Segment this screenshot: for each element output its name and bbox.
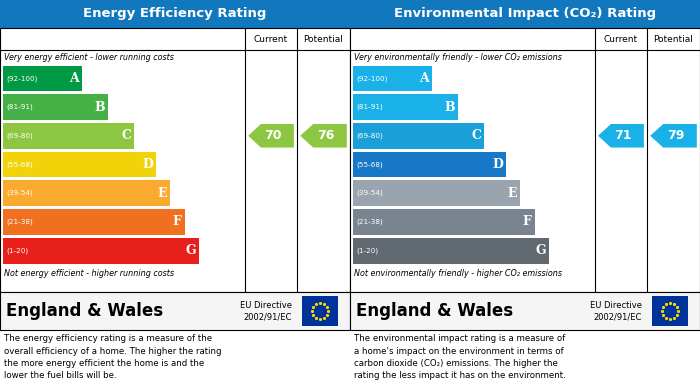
Bar (0, 0, 350, 28)
Polygon shape (248, 124, 294, 147)
Bar (3, 152, 156, 178)
Text: G: G (186, 244, 196, 257)
Text: EU Directive
2002/91/EC: EU Directive 2002/91/EC (240, 301, 292, 321)
Bar (353, 180, 520, 206)
Bar (350, 292, 700, 330)
Text: 71: 71 (615, 129, 632, 142)
Text: E: E (158, 187, 167, 200)
Text: (92-100): (92-100) (6, 75, 37, 82)
Bar (0, 28, 350, 292)
Bar (3, 94, 108, 120)
Text: The environmental impact rating is a measure of
a home's impact on the environme: The environmental impact rating is a mea… (354, 334, 566, 380)
Text: D: D (492, 158, 503, 171)
Text: (69-80): (69-80) (356, 133, 383, 139)
Bar (353, 123, 484, 149)
Text: B: B (94, 100, 105, 113)
Bar (3, 238, 199, 264)
Text: (69-80): (69-80) (6, 133, 33, 139)
Text: A: A (419, 72, 429, 85)
Text: (92-100): (92-100) (356, 75, 387, 82)
Text: England & Wales: England & Wales (6, 302, 163, 320)
Bar (3, 209, 185, 235)
Text: Not environmentally friendly - higher CO₂ emissions: Not environmentally friendly - higher CO… (354, 269, 562, 278)
Text: E: E (508, 187, 517, 200)
Bar (353, 152, 506, 178)
Polygon shape (650, 124, 696, 147)
Bar (3, 180, 170, 206)
Text: 76: 76 (317, 129, 335, 142)
Text: Current: Current (604, 34, 638, 43)
Text: Very energy efficient - lower running costs: Very energy efficient - lower running co… (4, 53, 174, 62)
Bar (353, 94, 458, 120)
Text: Environmental Impact (CO₂) Rating: Environmental Impact (CO₂) Rating (394, 7, 656, 20)
Bar (3, 123, 134, 149)
Bar (353, 209, 535, 235)
Bar (3, 66, 82, 91)
Text: (81-91): (81-91) (356, 104, 383, 110)
Bar (353, 66, 432, 91)
Text: Potential: Potential (304, 34, 344, 43)
Text: Potential: Potential (654, 34, 694, 43)
Text: (39-54): (39-54) (356, 190, 383, 196)
Text: (39-54): (39-54) (6, 190, 33, 196)
Text: B: B (444, 100, 455, 113)
Text: (55-68): (55-68) (6, 161, 33, 168)
Text: Very environmentally friendly - lower CO₂ emissions: Very environmentally friendly - lower CO… (354, 53, 562, 62)
Text: EU Directive
2002/91/EC: EU Directive 2002/91/EC (590, 301, 642, 321)
Text: F: F (523, 215, 531, 228)
Text: Not energy efficient - higher running costs: Not energy efficient - higher running co… (4, 269, 174, 278)
Bar (0, 292, 350, 330)
Text: Current: Current (254, 34, 288, 43)
Text: The energy efficiency rating is a measure of the
overall efficiency of a home. T: The energy efficiency rating is a measur… (4, 334, 221, 380)
Bar (353, 238, 549, 264)
Bar (350, 28, 700, 292)
Text: (81-91): (81-91) (6, 104, 33, 110)
Bar (652, 296, 688, 326)
Text: A: A (69, 72, 79, 85)
Text: F: F (173, 215, 181, 228)
Polygon shape (300, 124, 346, 147)
Text: D: D (142, 158, 153, 171)
Polygon shape (598, 124, 644, 147)
Text: (1-20): (1-20) (6, 248, 28, 254)
Text: England & Wales: England & Wales (356, 302, 513, 320)
Text: C: C (472, 129, 482, 142)
Text: (21-38): (21-38) (356, 219, 383, 225)
Text: (21-38): (21-38) (6, 219, 33, 225)
Text: C: C (122, 129, 132, 142)
Text: 79: 79 (667, 129, 685, 142)
Bar (302, 296, 338, 326)
Text: (55-68): (55-68) (356, 161, 383, 168)
Text: G: G (536, 244, 546, 257)
Text: Energy Efficiency Rating: Energy Efficiency Rating (83, 7, 267, 20)
Text: 70: 70 (265, 129, 282, 142)
Bar (350, 0, 700, 28)
Text: (1-20): (1-20) (356, 248, 378, 254)
